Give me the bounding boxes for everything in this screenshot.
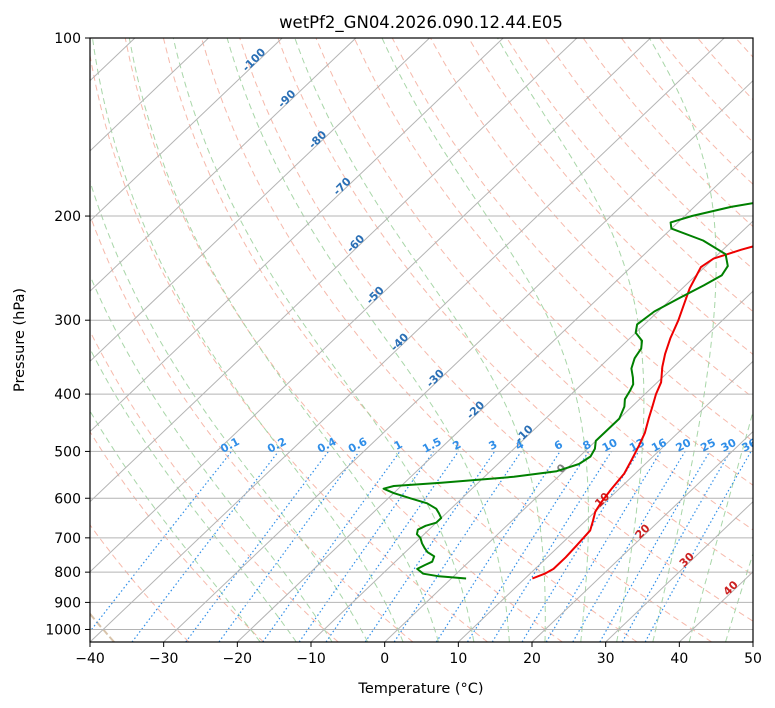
y-tick-label: 300 (54, 313, 81, 329)
moist-adiabat (688, 409, 753, 642)
x-axis: −40 −30 −20 −10 0 10 20 30 40 50 (75, 642, 762, 667)
isotherm-line (384, 290, 753, 642)
mixing-ratio-line (466, 451, 590, 642)
moist-adiabat (648, 38, 717, 642)
mixing-ratio-line (491, 451, 612, 642)
moist-adiabat (92, 38, 404, 642)
moist-adiabat (294, 38, 546, 642)
moist-adiabat (90, 347, 297, 642)
dry-adiabat (162, 38, 638, 642)
mixing-ratio-line (435, 451, 561, 642)
y-tick-label: 100 (54, 31, 81, 47)
mixing-ratio-line (298, 451, 435, 642)
isotherm-line (90, 38, 651, 573)
x-tick-label: −20 (223, 651, 253, 667)
moist-adiabat (90, 179, 369, 642)
dry-adiabat (430, 38, 753, 399)
mixing-ratio-line (185, 451, 329, 642)
isotherm-line (531, 430, 753, 642)
chart-title: wetPf2_GN04.2026.090.12.44.E05 (279, 13, 563, 33)
x-tick-label: 40 (670, 651, 688, 667)
dry-adiabat (353, 38, 753, 486)
isotherm-line (90, 38, 725, 642)
mixing-ratio-label: 36 (740, 436, 760, 455)
x-axis-label: Temperature (°C) (357, 681, 483, 697)
mixing-ratio-label: 16 (649, 436, 669, 455)
dry-adiabat (90, 52, 488, 642)
y-tick-label: 800 (54, 565, 81, 581)
mixing-ratio-label: 30 (719, 436, 739, 455)
isotherm-line (90, 38, 578, 503)
x-tick-label: −40 (75, 651, 105, 667)
y-axis: 100 200 300 400 500 600 700 800 900 1000 (45, 31, 90, 638)
isotherm-line (90, 38, 283, 222)
x-tick-label: −30 (149, 651, 179, 667)
x-tick-label: 30 (597, 651, 615, 667)
mixing-ratio-line (262, 451, 401, 642)
isotherm-line (605, 500, 753, 642)
y-tick-label: 1000 (45, 622, 81, 638)
mixing-ratio-line (621, 451, 731, 642)
y-tick-label: 500 (54, 444, 81, 460)
dry-adiabat (277, 38, 753, 576)
dry-adiabat (506, 38, 753, 313)
moist-adiabat (172, 38, 475, 642)
moist-adiabat (226, 38, 510, 642)
isotherm-line (90, 38, 430, 363)
x-tick-label: 0 (380, 651, 389, 667)
moist-adiabat (381, 38, 589, 642)
plot-area: 0.1 0.2 0.4 0.6 1 1.5 2 3 4 6 8 10 13 16 20 25 30 36-100-… (90, 38, 760, 642)
mixing-ratio-label: 25 (698, 436, 718, 455)
mixing-ratio-label: 20 (674, 436, 694, 455)
temperature-line (532, 245, 753, 580)
isotherm-line (163, 80, 753, 642)
y-tick-label: 900 (54, 595, 81, 611)
moist-adiabat (128, 38, 439, 642)
y-tick-label: 700 (54, 531, 81, 547)
mixing-ratio-line (131, 451, 279, 642)
dry-adiabat (90, 329, 339, 642)
mixing-ratio-line (364, 451, 496, 642)
moist-adiabat (90, 274, 333, 642)
isotherm-line (90, 38, 504, 433)
mixing-ratio-line (218, 451, 360, 642)
dry-adiabat (468, 38, 753, 356)
mixing-ratio-label: 10 (600, 436, 620, 455)
mixing-ratio-line (325, 451, 459, 642)
moist-adiabat (725, 552, 753, 642)
moist-adiabat (90, 410, 261, 642)
x-tick-label: 20 (523, 651, 541, 667)
profiles (382, 202, 753, 580)
isotherm-line (457, 360, 753, 642)
isotherm-line (310, 220, 753, 642)
isotherms (90, 38, 753, 642)
y-tick-label: 200 (54, 209, 81, 225)
dewpoint-line (382, 202, 753, 580)
x-tick-label: 50 (744, 651, 762, 667)
isotherm-line (90, 38, 209, 152)
dry-adiabat (391, 38, 753, 442)
plot-frame (89, 37, 754, 643)
x-tick-label: 10 (449, 651, 467, 667)
y-tick-label: 600 (54, 491, 81, 507)
mixing-ratio-line (521, 451, 640, 642)
y-axis-label: Pressure (hPa) (12, 288, 28, 392)
dry-adiabat (239, 38, 753, 622)
isotherm-line (236, 150, 753, 642)
isotherm-line (90, 38, 357, 292)
dry-adiabat (124, 38, 563, 642)
y-tick-label: 400 (54, 387, 81, 403)
x-tick-label: −10 (296, 651, 326, 667)
